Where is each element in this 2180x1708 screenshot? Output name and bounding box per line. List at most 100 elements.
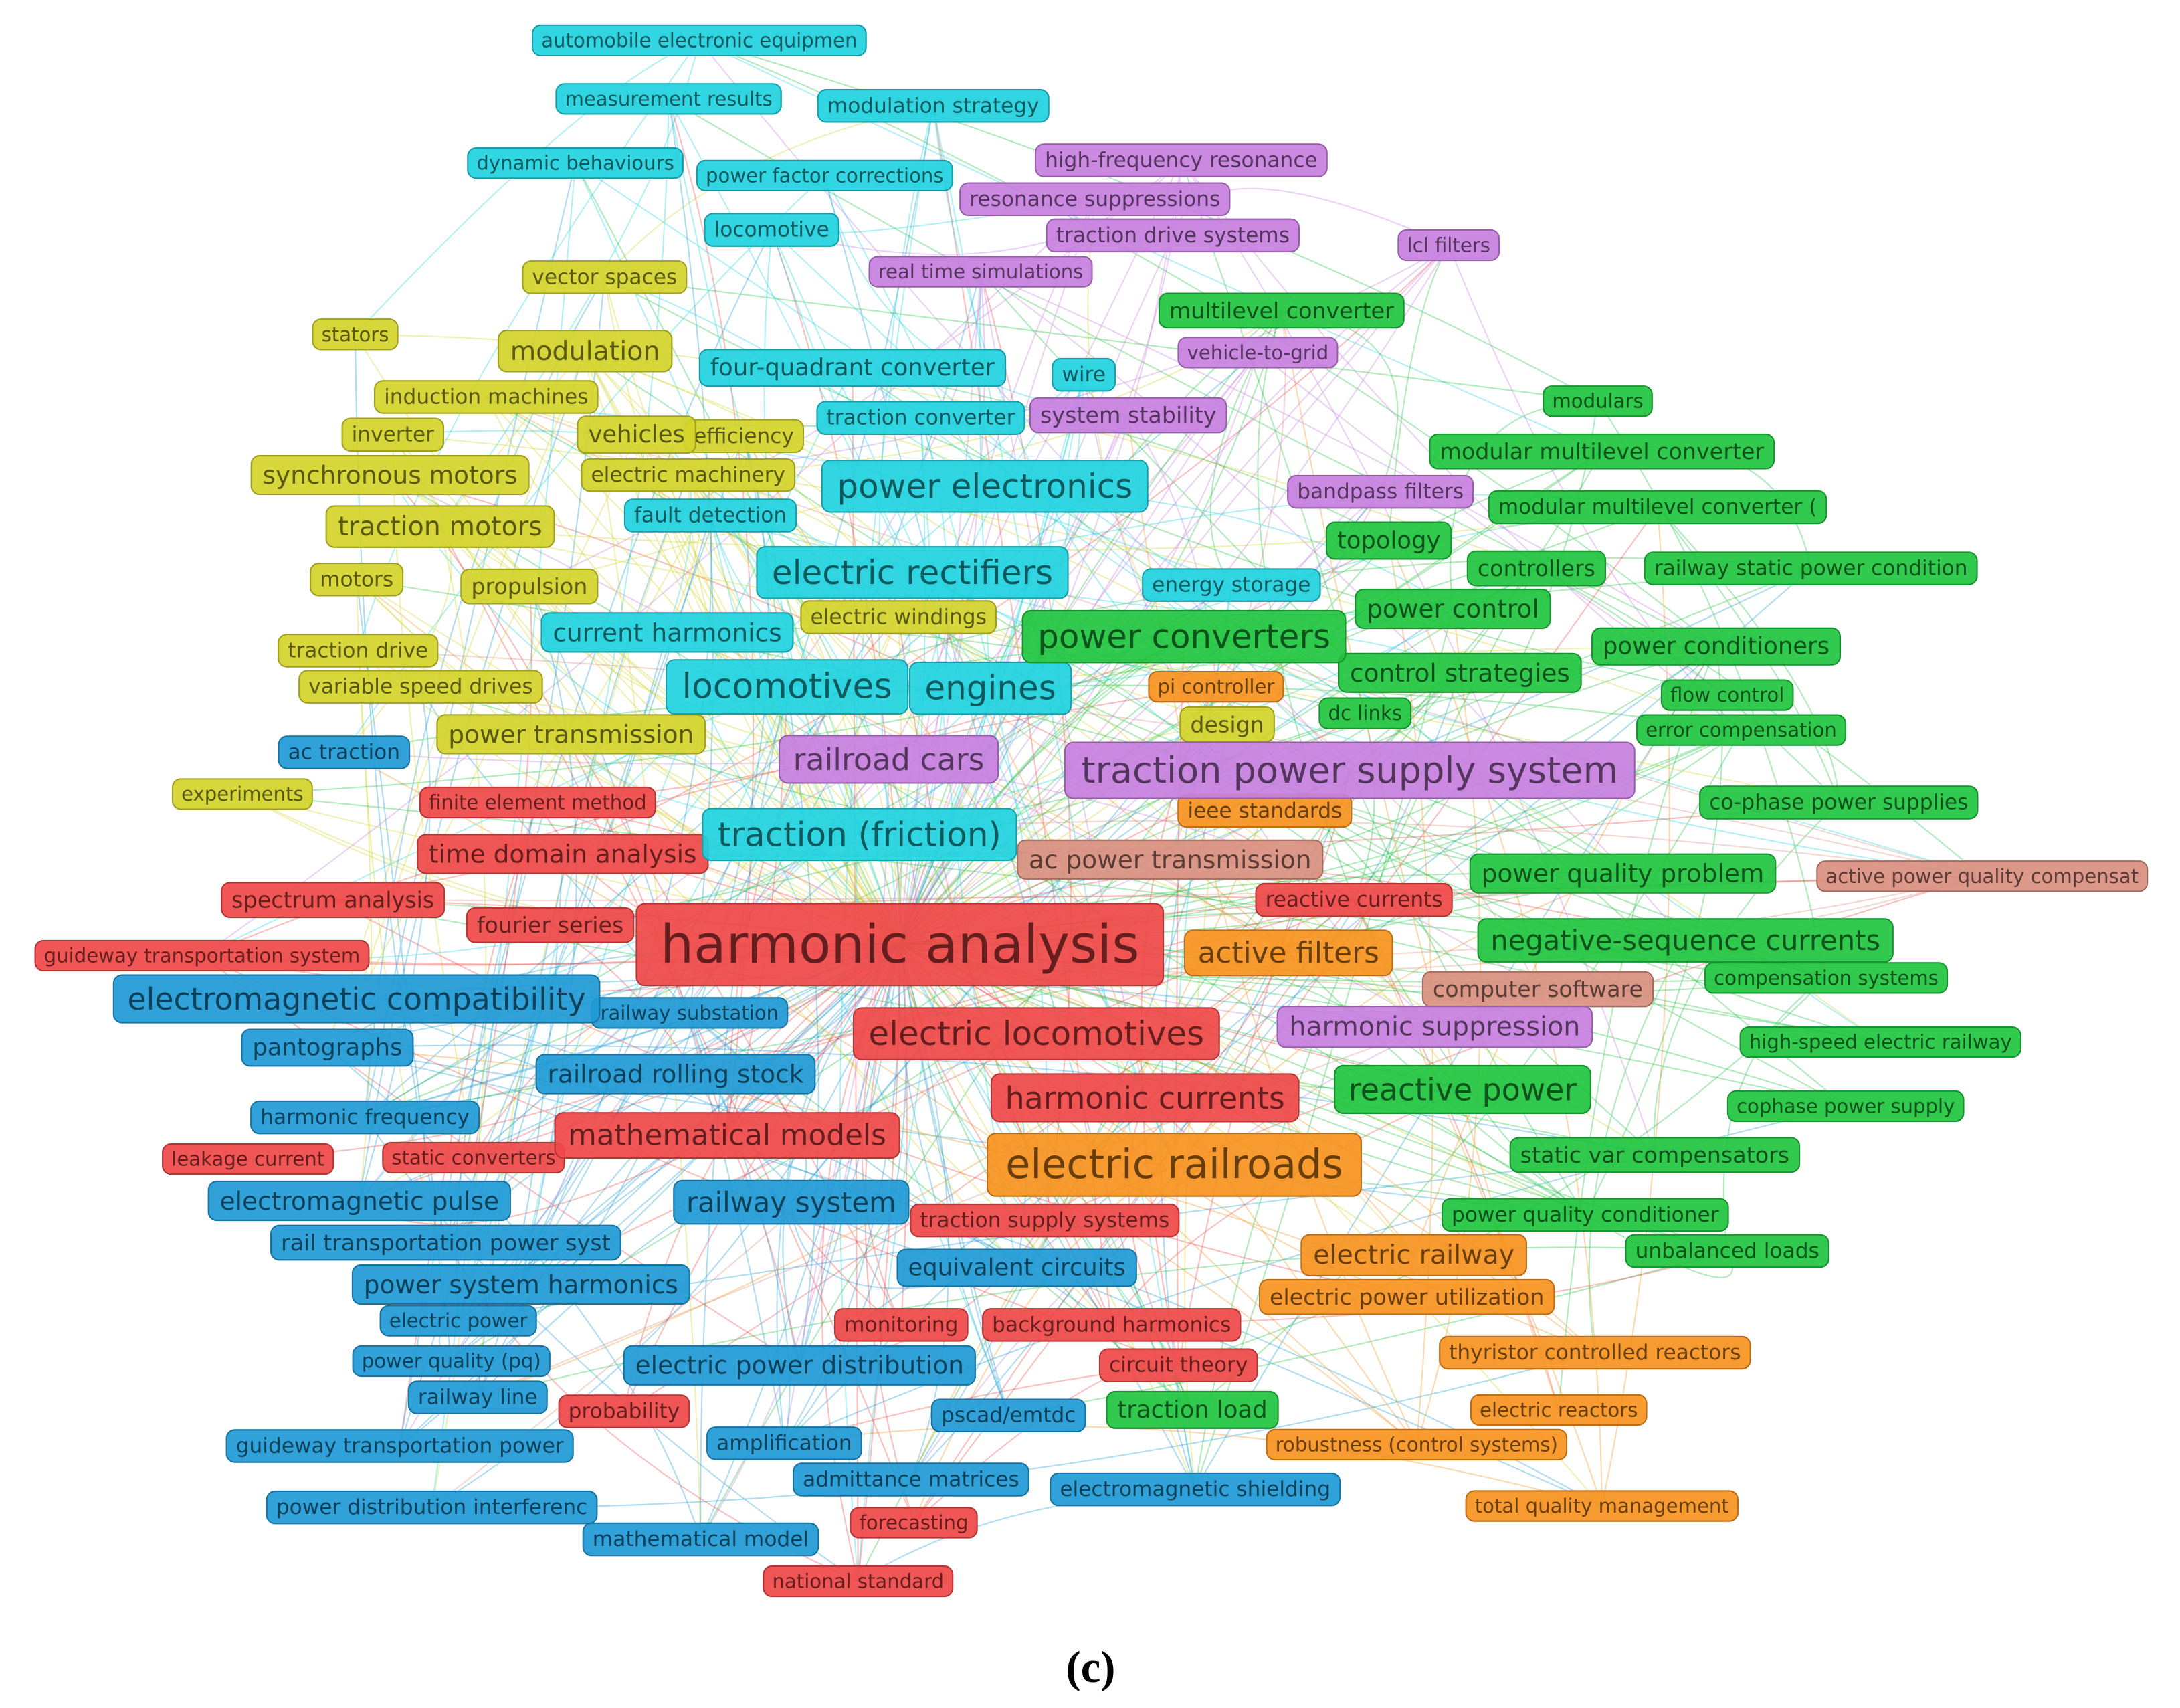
keyword-node: vehicle-to-grid bbox=[1177, 337, 1339, 369]
keyword-node: high-speed electric railway bbox=[1739, 1026, 2021, 1058]
node-label: power conditioners bbox=[1603, 633, 1829, 660]
node-label: background harmonics bbox=[992, 1313, 1231, 1337]
node-label: motors bbox=[320, 567, 393, 591]
keyword-node: variable speed drives bbox=[298, 670, 543, 704]
node-label: traction (friction) bbox=[718, 815, 1001, 854]
node-label: forecasting bbox=[860, 1511, 969, 1534]
node-box bbox=[896, 1248, 1137, 1287]
keyword-node: reactive currents bbox=[1255, 882, 1453, 917]
edge bbox=[355, 39, 700, 335]
edge bbox=[687, 474, 1046, 1221]
node-box bbox=[522, 260, 688, 294]
keyword-node: electromagnetic compatibility bbox=[112, 974, 601, 1024]
node-box bbox=[673, 1179, 910, 1225]
node-box bbox=[702, 808, 1017, 862]
node-label: power quality (pq) bbox=[362, 1349, 541, 1372]
keyword-node: dc links bbox=[1318, 697, 1412, 729]
node-box bbox=[834, 1308, 969, 1342]
node-box bbox=[1509, 1137, 1801, 1173]
node-box bbox=[706, 1426, 862, 1460]
node-box bbox=[466, 907, 635, 943]
keyword-node: inverter bbox=[341, 417, 444, 452]
keyword-node: electric railway bbox=[1300, 1234, 1527, 1276]
node-box bbox=[1470, 1394, 1648, 1426]
keyword-node: error compensation bbox=[1636, 714, 1847, 746]
keyword-node: monitoring bbox=[834, 1308, 969, 1342]
node-label: reactive currents bbox=[1266, 888, 1443, 912]
node-box bbox=[666, 659, 909, 715]
edge bbox=[783, 646, 1717, 1444]
node-label: flow control bbox=[1670, 684, 1784, 706]
edge bbox=[356, 434, 637, 1000]
node-box bbox=[1183, 929, 1393, 977]
edge bbox=[635, 434, 1196, 1490]
keyword-node: electric power distribution bbox=[623, 1345, 976, 1386]
edge bbox=[247, 944, 900, 1160]
node-box bbox=[1050, 1472, 1341, 1507]
keyword-node: pantographs bbox=[241, 1028, 414, 1067]
node-box bbox=[792, 1462, 1029, 1497]
keyword-node: time domain analysis bbox=[417, 834, 709, 874]
edge bbox=[899, 415, 1129, 945]
keyword-node: traction power supply system bbox=[1064, 741, 1636, 799]
node-label: experiments bbox=[181, 783, 304, 805]
node-label: rail transportation power syst bbox=[281, 1230, 611, 1256]
edge bbox=[1353, 713, 1375, 900]
keyword-node: leakage current bbox=[162, 1143, 334, 1175]
node-box bbox=[207, 1180, 511, 1222]
node-label: traction converter bbox=[827, 406, 1015, 430]
edge bbox=[688, 1012, 791, 1444]
node-box bbox=[1465, 1490, 1739, 1522]
keyword-node: ieee standards bbox=[1177, 793, 1353, 828]
node-box bbox=[959, 182, 1231, 217]
node-box bbox=[379, 1305, 537, 1337]
keyword-node: resonance suppressions bbox=[959, 182, 1231, 217]
edge bbox=[771, 229, 1351, 771]
node-box bbox=[930, 1398, 1086, 1432]
node-box bbox=[310, 563, 404, 597]
keyword-node: high-frequency resonance bbox=[1034, 143, 1328, 177]
node-box bbox=[278, 735, 411, 769]
node-box bbox=[1148, 670, 1284, 703]
node-box bbox=[266, 1490, 598, 1525]
node-label: locomotive bbox=[714, 218, 829, 242]
node-label: co-phase power supplies bbox=[1709, 790, 1968, 814]
keyword-node: synchronous motors bbox=[250, 455, 530, 496]
keyword-node: amplification bbox=[706, 1426, 862, 1460]
node-label: active filters bbox=[1198, 936, 1379, 970]
keyword-node: fourier series bbox=[466, 907, 635, 943]
node-box bbox=[1477, 918, 1894, 963]
node-box bbox=[1488, 490, 1827, 525]
node-label: thyristor controlled reactors bbox=[1449, 1341, 1741, 1365]
node-label: guideway transportation power bbox=[236, 1434, 564, 1458]
node-box bbox=[1158, 292, 1405, 329]
node-box bbox=[582, 1522, 819, 1557]
node-label: electromagnetic compatibility bbox=[127, 981, 585, 1017]
node-box bbox=[1064, 741, 1636, 799]
keyword-node: railway static power condition bbox=[1644, 551, 1978, 585]
node-box bbox=[34, 939, 370, 972]
keyword-node: modulation strategy bbox=[817, 89, 1050, 123]
keyword-node: topology bbox=[1325, 521, 1452, 560]
keyword-node: electromagnetic pulse bbox=[207, 1180, 511, 1222]
edge bbox=[473, 586, 533, 1158]
node-box bbox=[1355, 588, 1551, 630]
keyword-node: locomotive bbox=[704, 213, 839, 247]
node-label: real time simulations bbox=[878, 260, 1084, 283]
keyword-node: engines bbox=[908, 661, 1072, 715]
node-box bbox=[1660, 679, 1794, 711]
node-label: total quality management bbox=[1475, 1495, 1729, 1517]
keyword-node: power factor corrections bbox=[696, 159, 953, 192]
keyword-node: admittance matrices bbox=[792, 1462, 1029, 1497]
keyword-node: rail transportation power syst bbox=[270, 1224, 621, 1261]
keyword-node: railway system bbox=[673, 1179, 910, 1225]
keyword-node: power conditioners bbox=[1591, 627, 1842, 666]
node-label: high-frequency resonance bbox=[1045, 148, 1318, 172]
node-box bbox=[763, 1565, 954, 1598]
node-box bbox=[1439, 1335, 1751, 1370]
edge bbox=[899, 271, 982, 945]
edge bbox=[852, 367, 1389, 541]
edge bbox=[356, 579, 900, 945]
node-box bbox=[817, 89, 1050, 123]
node-label: high-speed electric railway bbox=[1749, 1031, 2012, 1054]
